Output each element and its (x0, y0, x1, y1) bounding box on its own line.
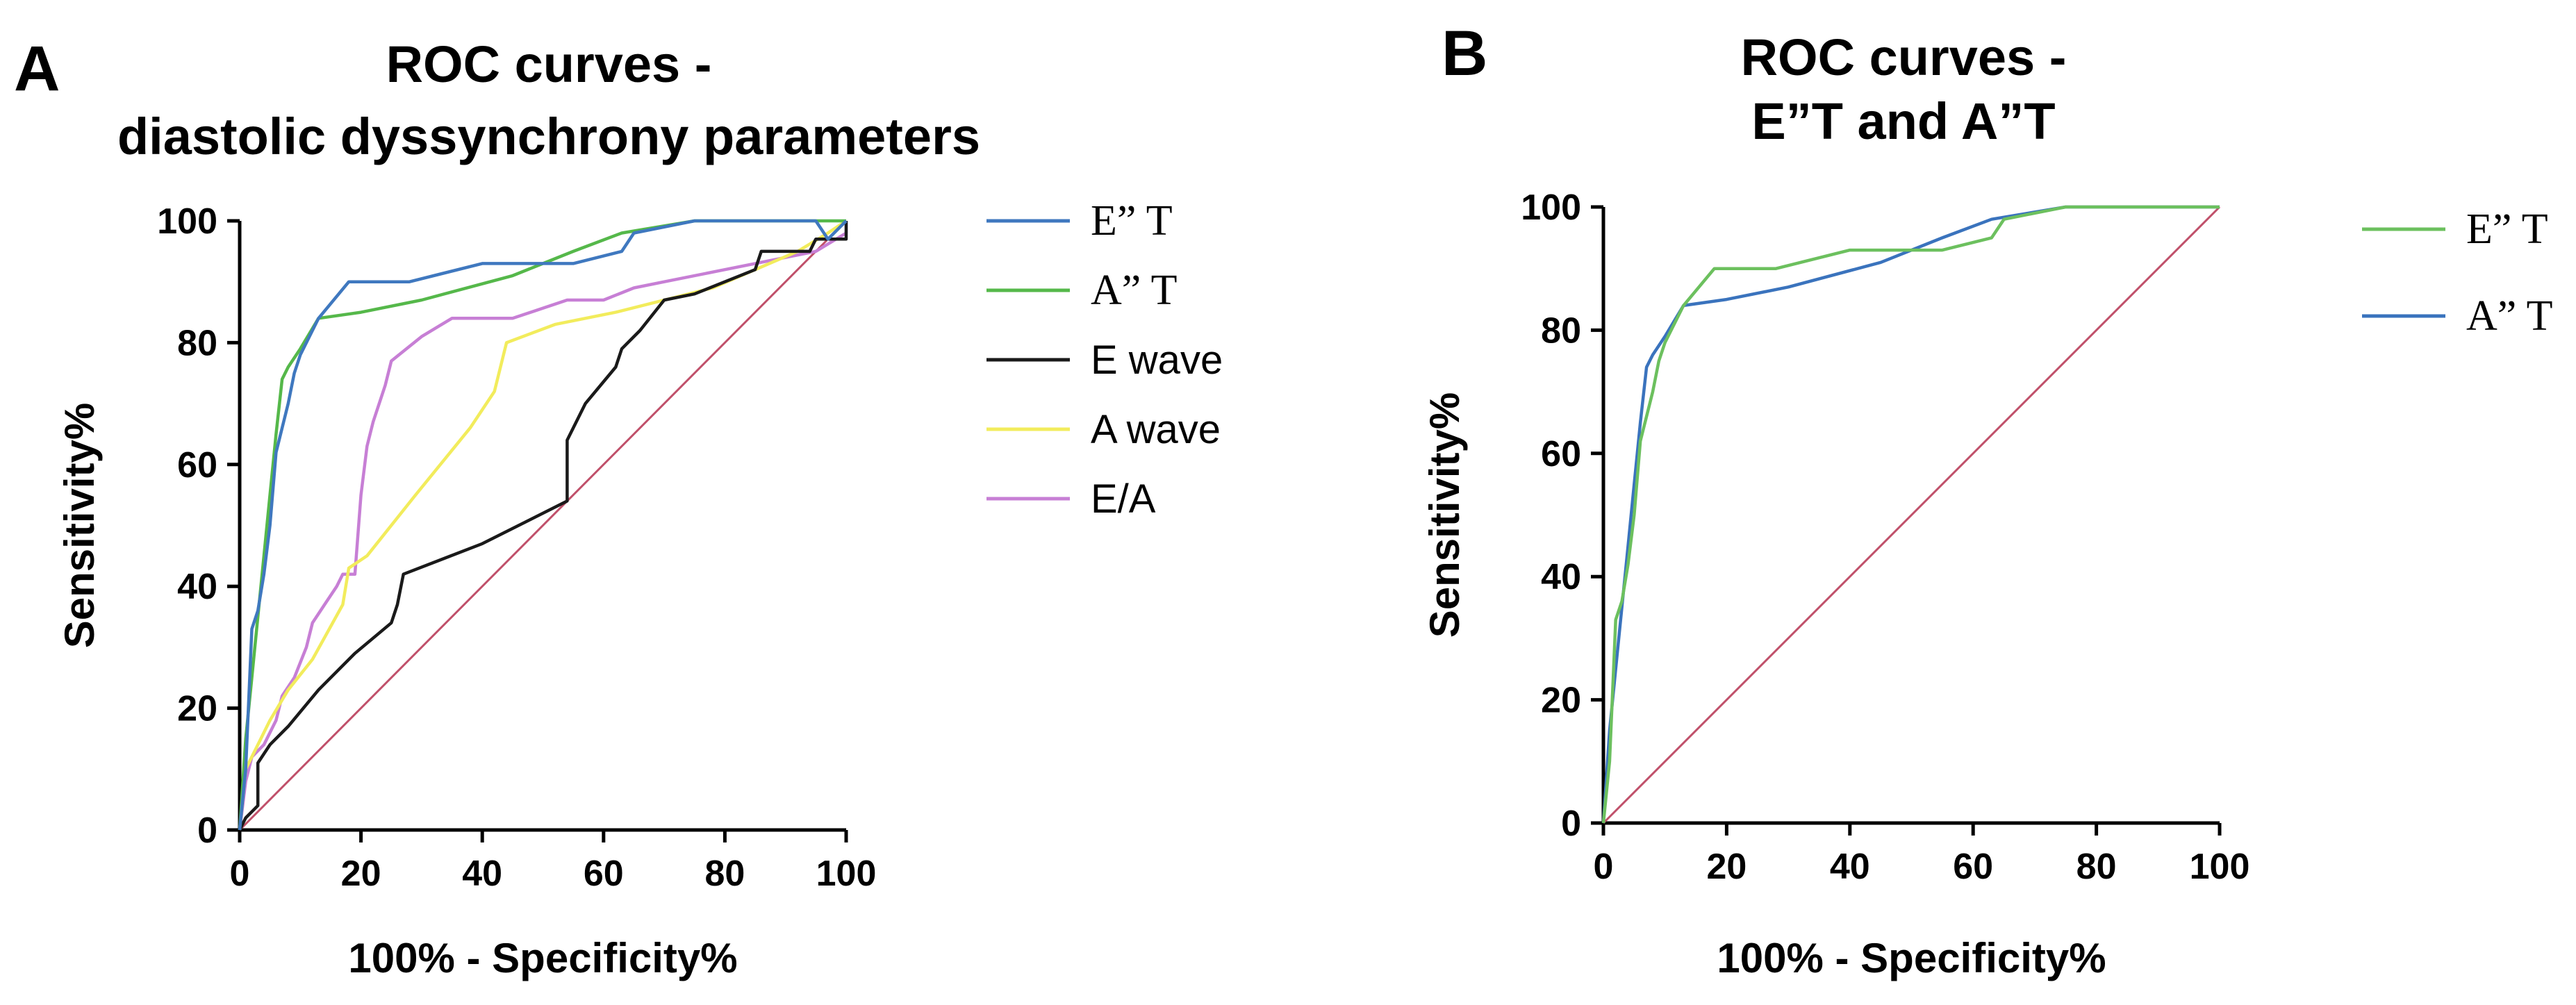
chart-title-line: diastolic dyssynchrony parameters (117, 108, 980, 165)
x-tick-label: 0 (1594, 847, 1614, 887)
y-tick-label: 80 (177, 323, 217, 363)
y-tick-label: 0 (197, 811, 217, 851)
y-tick-label: 20 (177, 689, 217, 729)
x-tick-label: 20 (1706, 847, 1747, 887)
y-axis-label: Sensitivity% (1421, 392, 1468, 638)
y-tick-label: 40 (177, 567, 217, 607)
legend-label: E/A (1091, 476, 1156, 522)
series-line-a-t (238, 219, 846, 831)
x-tick-label: 40 (1830, 847, 1870, 887)
y-tick-label: 100 (157, 201, 217, 242)
legend-label: E” T (2466, 206, 2548, 253)
legend-label: A wave (1091, 407, 1221, 452)
legend-label: A” T (1091, 267, 1178, 314)
y-tick-label: 80 (1541, 310, 1581, 351)
series-line-e-t (1601, 205, 2220, 824)
panel-letter: A (14, 33, 60, 104)
x-tick-label: 40 (462, 854, 502, 894)
series-line-e-t (238, 219, 848, 831)
reference-diagonal-line (238, 219, 848, 831)
x-tick-label: 60 (1953, 847, 1993, 887)
x-tick-label: 100 (816, 854, 877, 894)
legend-label: A” T (2466, 292, 2553, 340)
y-tick-label: 100 (1521, 188, 1581, 228)
y-axis-label: Sensitivity% (56, 403, 103, 648)
series-line-e-wave (238, 221, 848, 831)
y-tick-label: 60 (1541, 434, 1581, 474)
y-tick-label: 40 (1541, 557, 1581, 597)
x-tick-label: 20 (341, 854, 381, 894)
chart-title-line: ROC curves - (1741, 28, 2067, 86)
legend-label: E” T (1091, 197, 1173, 244)
x-tick-label: 80 (2077, 847, 2117, 887)
y-tick-label: 0 (1561, 804, 1581, 844)
panel-letter: B (1442, 18, 1487, 89)
x-axis-label: 100% - Specificity% (1717, 935, 2106, 981)
chart-title-line: E”T and A”T (1751, 92, 2055, 150)
x-axis-label: 100% - Specificity% (348, 935, 737, 981)
x-tick-label: 0 (230, 854, 250, 894)
legend-label: E wave (1091, 338, 1223, 383)
reference-diagonal-line (1602, 206, 2221, 824)
panel-b: B ROC curves - E”T and A”T 0 20 40 60 80 100 0 20 4… (1421, 18, 2553, 981)
x-tick-label: 100 (2190, 847, 2250, 887)
y-tick-label: 20 (1541, 681, 1581, 721)
y-tick-label: 60 (177, 445, 217, 485)
chart-title-line: ROC curves - (386, 35, 712, 93)
x-tick-label: 60 (584, 854, 624, 894)
series-line-a-t (1601, 205, 2220, 824)
x-tick-label: 80 (704, 854, 745, 894)
panel-a: A ROC curves - diastolic dyssynchrony para… (14, 33, 1223, 981)
